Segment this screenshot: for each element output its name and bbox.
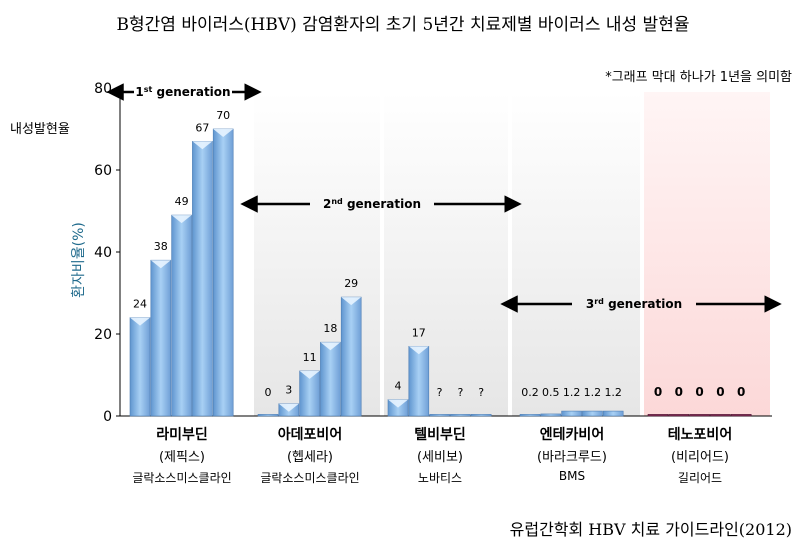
- bar: [408, 345, 430, 417]
- bar-data-label: ?: [457, 386, 463, 399]
- bar-data-label: 38: [154, 240, 168, 253]
- bar: [668, 414, 690, 417]
- y-axis-label: 환자비율(%): [70, 222, 87, 298]
- drug-name: 아데포비어: [277, 427, 343, 443]
- bar-data-label: 0: [716, 385, 724, 399]
- bar: [192, 141, 213, 417]
- bar: [710, 414, 731, 417]
- bar-data-label: 0: [737, 385, 745, 399]
- panel-background-4: [512, 92, 640, 416]
- bar-cap: [171, 215, 192, 224]
- bar: [519, 414, 541, 417]
- bar-cap: [299, 370, 320, 379]
- bar-data-label: 49: [175, 195, 189, 208]
- panel-background-5: [644, 92, 770, 416]
- bar-data-label: 1.2: [584, 386, 602, 399]
- bar: [429, 414, 450, 417]
- bar: [647, 414, 669, 417]
- drug-name: 텔비부딘: [414, 427, 466, 443]
- drug-brand: (비리어드): [671, 450, 729, 465]
- drug-maker: 글락소스미스클라인: [132, 471, 232, 485]
- background-panels: [254, 92, 770, 416]
- bar-data-label: 11: [303, 351, 317, 364]
- bar: [561, 410, 582, 417]
- bar-data-label: 0: [654, 385, 662, 399]
- bar-data-label: 4: [395, 380, 402, 393]
- bar: [602, 410, 624, 417]
- drug-name: 엔테카비어: [539, 427, 605, 443]
- bar: [540, 413, 562, 417]
- bar-data-label: 1.2: [563, 386, 581, 399]
- drug-name: 라미부딘: [156, 427, 208, 443]
- y-axis-top-label: 내성발현율: [10, 122, 70, 137]
- drug-brand: (세비보): [416, 450, 464, 465]
- bar-cap: [192, 141, 213, 150]
- generation-3-label: 3rd generation: [586, 297, 682, 312]
- bar-cap: [213, 129, 234, 137]
- bar: [582, 410, 603, 417]
- generation-2-label: 2nd generation: [323, 197, 421, 212]
- source-note: 유럽간학회 HBV 치료 가이드라인(2012): [509, 520, 792, 539]
- drug-name: 테노포비어: [667, 427, 733, 443]
- bar-data-label: 1.2: [604, 386, 622, 399]
- bar-cap: [341, 297, 362, 306]
- bar: [340, 296, 362, 417]
- drug-brand: (헵세라): [286, 450, 334, 465]
- bar-data-label: 0.5: [542, 386, 560, 399]
- panel-background-3: [384, 92, 508, 416]
- bar-cap: [150, 260, 171, 269]
- bar-data-label: 67: [195, 121, 209, 134]
- bar: [689, 414, 710, 417]
- bar-data-label: 0: [675, 385, 683, 399]
- bar-data-label: 3: [285, 384, 292, 397]
- y-tick-label: 0: [103, 409, 112, 425]
- bar-data-label: 18: [323, 322, 337, 335]
- bar-data-label: ?: [478, 386, 484, 399]
- bar: [470, 414, 492, 417]
- bar-cap: [408, 346, 429, 355]
- y-tick-label: 40: [94, 245, 112, 261]
- bar: [730, 414, 752, 417]
- bar: [320, 341, 341, 417]
- bar-data-label: 70: [216, 109, 230, 122]
- chart-note: *그래프 막대 하나가 1년을 의미함: [605, 70, 792, 85]
- bar: [212, 128, 234, 417]
- bar-data-label: 24: [133, 298, 147, 311]
- bar: [171, 214, 192, 417]
- generation-1-label: 1st generation: [135, 85, 230, 100]
- bar-cap: [130, 317, 150, 326]
- bar-cap: [278, 403, 299, 412]
- y-tick-label: 20: [94, 327, 112, 343]
- bar: [129, 317, 151, 417]
- bar-data-label: 29: [344, 277, 358, 290]
- bar-cap: [320, 342, 341, 351]
- y-tick-label: 60: [94, 163, 112, 179]
- bar-data-label: 0: [265, 386, 272, 399]
- bar-cap: [388, 399, 408, 408]
- drug-brand: (제픽스): [158, 450, 206, 465]
- bar: [450, 414, 471, 417]
- generation-arrows: 1st generation 2nd generation 3rd generati…: [106, 83, 782, 313]
- bar: [150, 259, 172, 417]
- drug-maker: 노바티스: [417, 471, 463, 485]
- bar-data-label: 17: [412, 326, 426, 339]
- bar-data-label: 0: [695, 385, 703, 399]
- drug-brand: (바라크루드): [537, 450, 607, 465]
- chart-title: B형간염 바이러스(HBV) 감염환자의 초기 5년간 치료제별 바이러스 내성…: [116, 15, 690, 35]
- bar: [257, 414, 279, 417]
- bar-data-label: ?: [437, 386, 443, 399]
- drug-maker: BMS: [558, 469, 586, 483]
- drug-maker: 글락소스미스클라인: [260, 471, 360, 485]
- y-tick-label: 80: [94, 81, 112, 97]
- bar-data-label: 0.2: [521, 386, 539, 399]
- drug-maker: 길리어드: [677, 471, 723, 485]
